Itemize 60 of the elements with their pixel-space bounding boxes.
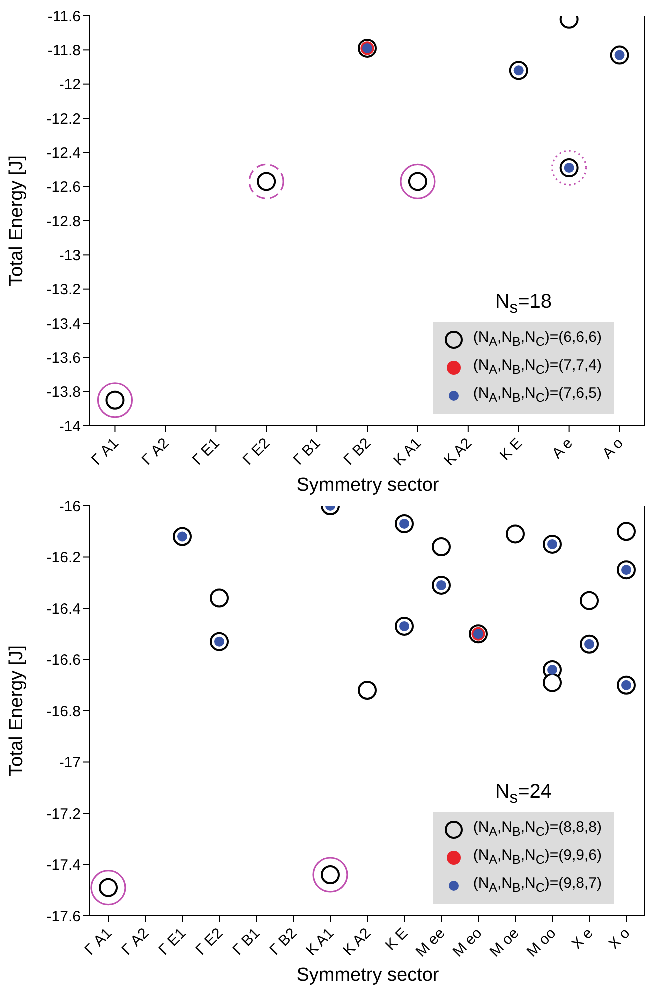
x-tick-label: K A2 <box>340 925 375 960</box>
x-tick-label: Γ E2 <box>192 925 227 959</box>
y-tick-label: -13.6 <box>46 350 81 367</box>
x-tick-label: K A1 <box>303 925 338 960</box>
legend-label: (N$_{A}$,N$_{B}$,N$_{C}$)=(7,6,5) <box>473 384 602 407</box>
x-tick-label: Γ B1 <box>290 435 324 469</box>
x-tick-label: Γ A2 <box>118 925 153 959</box>
y-tick-label: -17.6 <box>46 908 81 926</box>
x-tick-label: Γ A1 <box>88 435 122 469</box>
y-tick-label: -13 <box>59 247 81 264</box>
x-tick-label: Γ B2 <box>340 435 375 469</box>
legend-label: (N$_{A}$,N$_{B}$,N$_{C}$)=(7,7,4) <box>473 356 602 379</box>
y-tick-label: -16.6 <box>46 652 81 670</box>
y-tick-label: -17.2 <box>46 806 81 823</box>
y-tick-label: -12.4 <box>46 144 81 162</box>
x-tick-label: Γ B1 <box>230 925 264 959</box>
y-tick-label: -13.2 <box>46 282 81 299</box>
x-tick-label: Γ E2 <box>240 435 274 469</box>
y-axis-title: Total Energy [J] <box>6 156 28 286</box>
y-tick-label: -16.2 <box>46 550 81 567</box>
x-tick-label: M ee <box>412 925 449 961</box>
y-tick-label: -11.8 <box>48 42 81 60</box>
y-tick-label: -13.4 <box>46 316 81 333</box>
legend-title: N$_{s}$=18 <box>495 291 552 317</box>
x-tick-label: A o <box>599 435 627 462</box>
y-tick-label: -16.4 <box>46 600 81 618</box>
y-tick-label: -16 <box>59 498 81 516</box>
x-tick-label: K E <box>496 435 526 464</box>
x-axis-title: Symmetry sector <box>296 964 440 988</box>
y-tick-label: -17.4 <box>46 857 81 874</box>
x-tick-label: X e <box>568 925 597 953</box>
x-axis-title: Symmetry sector <box>296 474 440 498</box>
x-tick-label: K A2 <box>441 435 476 470</box>
x-tick-label: Γ B2 <box>266 925 301 959</box>
x-tick-label: Γ E1 <box>156 925 190 959</box>
y-tick-label: -17 <box>59 754 81 772</box>
legend-label: (N$_{A}$,N$_{B}$,N$_{C}$)=(9,9,6) <box>473 846 602 869</box>
y-tick-label: -12.6 <box>46 179 81 196</box>
x-tick-label: M eo <box>450 925 486 961</box>
x-tick-label: Γ E1 <box>189 435 224 469</box>
x-tick-label: M oo <box>524 925 560 961</box>
y-tick-label: -16.8 <box>46 703 81 720</box>
x-tick-label: Γ A2 <box>138 435 173 469</box>
legend-label: (N$_{A}$,N$_{B}$,N$_{C}$)=(8,8,8) <box>473 818 602 841</box>
y-tick-label: -11.6 <box>48 8 81 26</box>
legend-label: (N$_{A}$,N$_{B}$,N$_{C}$)=(9,8,7) <box>473 874 602 897</box>
legend-label: (N$_{A}$,N$_{B}$,N$_{C}$)=(6,6,6) <box>473 328 602 351</box>
x-tick-label: A e <box>549 435 576 462</box>
y-tick-label: -12 <box>59 76 81 94</box>
y-tick-label: -12.8 <box>46 213 81 230</box>
x-tick-label: Γ A1 <box>82 925 116 959</box>
x-tick-label: X o <box>606 925 634 953</box>
y-tick-label: -14 <box>59 418 81 436</box>
y-tick-label: -12.2 <box>46 110 81 128</box>
x-tick-label: M oe <box>486 925 523 961</box>
legend-title: N$_{s}$=24 <box>495 781 552 807</box>
x-tick-label: K A1 <box>390 435 426 470</box>
y-axis-title: Total Energy [J] <box>6 646 28 776</box>
x-tick-label: K E <box>382 925 412 954</box>
y-tick-label: -13.8 <box>46 384 81 402</box>
